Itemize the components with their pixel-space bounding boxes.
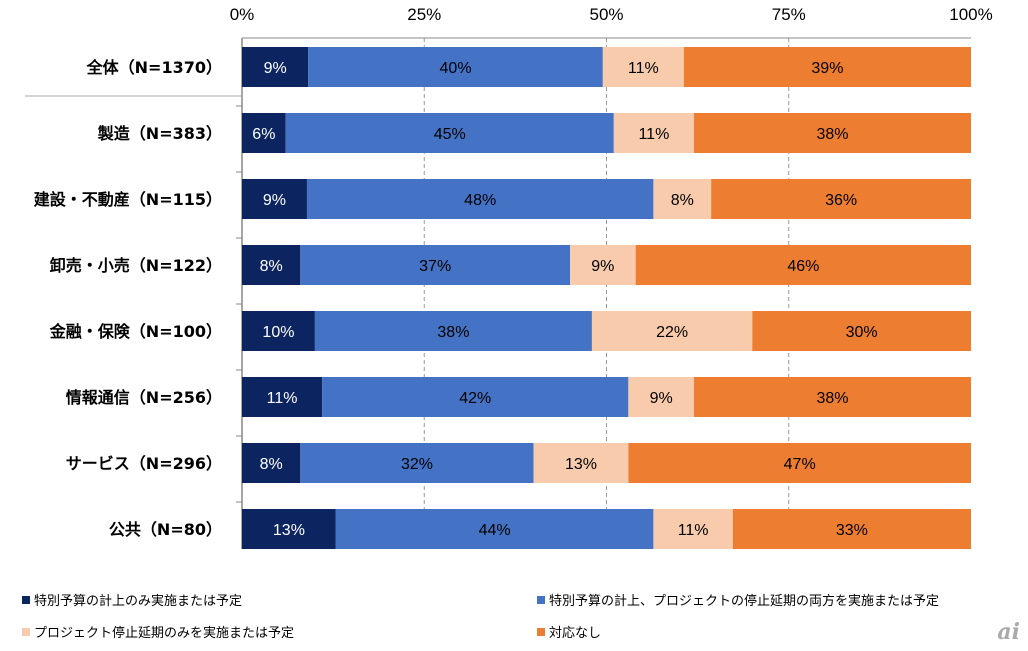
x-tick-label: 100% [949,5,992,24]
bar-segment [242,509,336,549]
bar-segment [300,245,571,285]
bar-segment [752,311,971,351]
data-label: 11% [628,60,659,77]
data-label: 8% [671,192,694,209]
bar-segment [285,113,614,153]
data-label: 9% [650,390,673,407]
bar-segment [693,113,971,153]
data-label: 42% [459,390,491,407]
legend-swatch [537,595,545,604]
bar-segment [314,311,592,351]
data-label: 44% [479,522,511,539]
data-label: 11% [678,522,709,539]
data-label: 10% [262,324,294,341]
data-label: 36% [825,192,857,209]
bar-segment [602,47,684,87]
data-label: 45% [434,126,466,143]
category-label: 情報通信（N=256） [66,388,222,407]
bar-segment [570,245,636,285]
category-label: 全体（N=1370） [86,58,222,77]
bar-segment [533,443,629,483]
x-tick-label: 0% [230,5,255,24]
data-label: 30% [846,324,878,341]
category-label: 建設・不動産（N=115） [34,190,222,209]
legend-label: 対応なし [549,626,602,641]
data-label: 11% [638,126,669,143]
bar-segment [300,443,534,483]
bar-segment [308,47,603,87]
bar-segment [653,179,712,219]
legend-swatch [537,627,545,636]
data-label: 9% [591,258,614,275]
data-label: 22% [656,324,688,341]
logo: ai [997,619,1020,645]
bar-segment [242,179,307,219]
bar-segment [628,377,694,417]
legend-swatch [22,595,30,604]
data-label: 8% [260,258,283,275]
data-label: 8% [260,456,283,473]
data-label: 38% [437,324,469,341]
bar-segment [242,377,323,417]
data-label: 40% [440,60,472,77]
bar-segment [242,47,309,87]
category-label: 製造（N=383） [97,124,222,143]
data-label: 37% [419,258,451,275]
data-label: 11% [267,390,298,407]
data-label: 9% [264,60,287,77]
bar-segment [591,311,753,351]
data-label: 33% [836,522,868,539]
bar-segment [335,509,654,549]
x-tick-label: 75% [772,5,806,24]
legend-label: 特別予算の計上のみ実施または予定 [34,594,243,609]
bar-segment [242,311,315,351]
bar-segment [653,509,733,549]
x-tick-label: 25% [407,5,441,24]
legend-item: 特別予算の計上のみ実施または予定 [22,590,242,609]
legend-item: プロジェクト停止延期のみを実施または予定 [22,622,294,641]
data-label: 39% [811,60,843,77]
legend-item: 特別予算の計上、プロジェクトの停止延期の両方を実施または予定 [537,590,939,609]
bar-segment [693,377,971,417]
legend-swatch [22,627,30,636]
data-label: 9% [263,192,286,209]
x-tick-label: 50% [589,5,623,24]
bar-segment [683,47,971,87]
bar-segment [628,443,971,483]
data-label: 13% [565,456,597,473]
bar-segment [635,245,971,285]
legend-label: 特別予算の計上、プロジェクトの停止延期の両方を実施または予定 [549,594,940,609]
data-label: 47% [784,456,816,473]
data-label: 6% [252,126,275,143]
legend-label: プロジェクト停止延期のみを実施または予定 [34,626,295,641]
data-label: 32% [401,456,433,473]
data-label: 46% [787,258,819,275]
bar-segment [242,113,286,153]
bar-segment [711,179,971,219]
data-label: 38% [816,126,848,143]
category-label: サービス（N=296） [66,454,222,473]
bar-segment [242,443,301,483]
bar-segment [322,377,629,417]
category-label: 公共（N=80） [109,520,222,539]
data-label: 38% [816,390,848,407]
legend-item: 対応なし [537,622,601,641]
category-label: 卸売・小売（N=122） [50,256,222,275]
bar-segment [732,509,971,549]
data-label: 48% [464,192,496,209]
data-label: 13% [273,522,305,539]
bar-segment [306,179,654,219]
bar-segment [242,245,301,285]
category-label: 金融・保険（N=100） [49,322,222,341]
bar-segment [613,113,694,153]
